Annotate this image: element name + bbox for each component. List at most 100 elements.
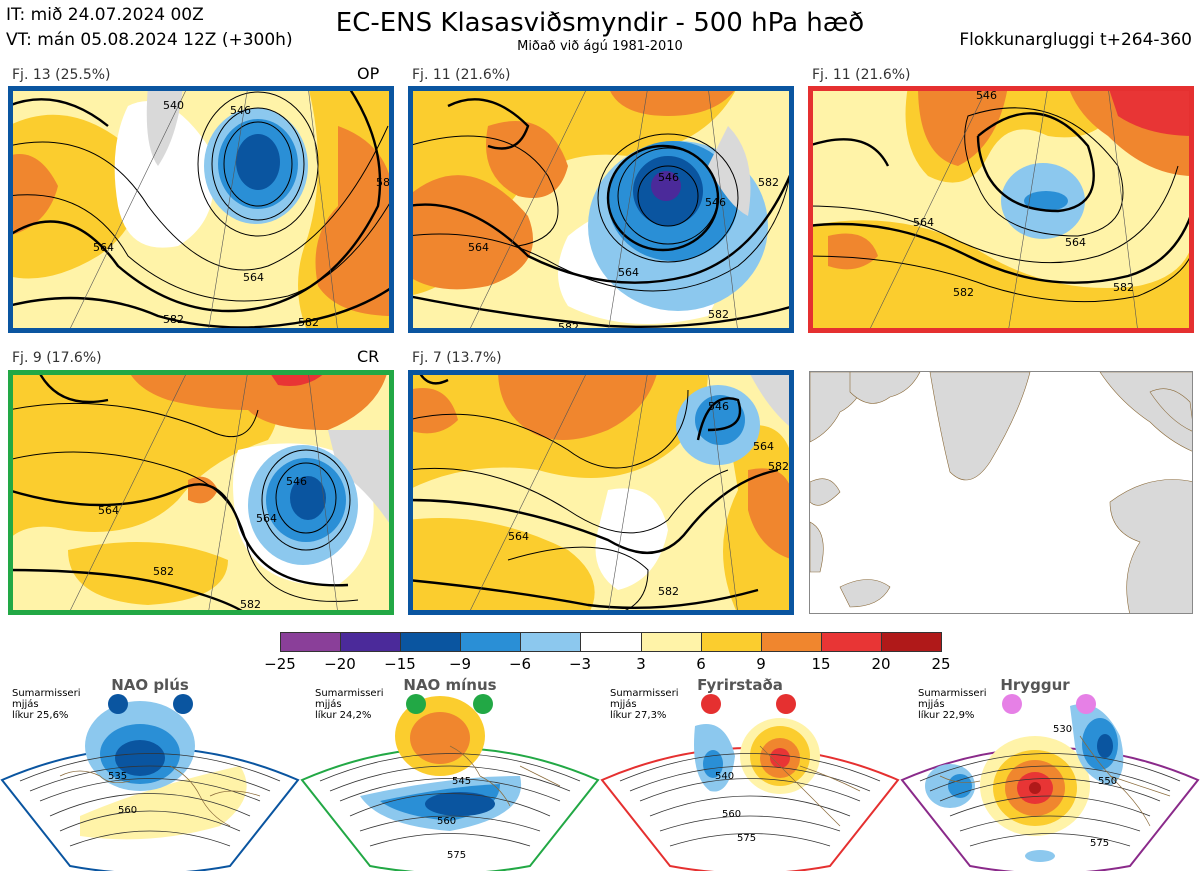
colorbar-swatch xyxy=(341,633,402,651)
colorbar-tick-label: 25 xyxy=(931,655,951,673)
contour-label: 564 xyxy=(508,530,529,543)
colorbar-tick-label: −6 xyxy=(508,655,532,673)
page-title: EC-ENS Klasasviðsmyndir - 500 hPa hæð xyxy=(335,8,865,38)
regime-marker-dot xyxy=(1076,694,1096,714)
colorbar-tick-label: 6 xyxy=(696,655,706,673)
regime-note-line: mjjás xyxy=(610,699,637,710)
colorbar-swatch xyxy=(581,633,642,651)
colorbar-tick-label: −20 xyxy=(324,655,356,673)
colorbar-swatch xyxy=(641,633,702,651)
contour-label: 582 xyxy=(658,585,679,598)
contour-label: 560 xyxy=(722,809,741,820)
regime-blocking: 540 560 575 Fyrirstaða Sumarmisseri mjjá… xyxy=(600,676,900,871)
regime-note-line: Sumarmisseri xyxy=(12,688,81,699)
regime-title: NAO plús xyxy=(111,676,189,694)
contour-label: 546 xyxy=(708,400,729,413)
panel-1-tag: OP xyxy=(357,64,380,83)
contour-label: 575 xyxy=(1090,838,1109,849)
colorbar-swatch xyxy=(701,633,762,651)
contour-label: 582 xyxy=(153,565,174,578)
contour-label: 546 xyxy=(286,475,307,488)
contour-label: 582 xyxy=(558,321,579,333)
contour-label: 546 xyxy=(230,104,251,117)
contour-label: 564 xyxy=(753,440,774,453)
regime-blocking-map: 540 560 575 xyxy=(600,718,900,871)
colorbar-tick-label: 15 xyxy=(811,655,831,673)
contour-label: 582 xyxy=(1113,281,1134,294)
reference-land-map xyxy=(809,371,1193,614)
regime-marker-dot xyxy=(701,694,721,714)
contour-label: 530 xyxy=(1053,724,1072,735)
contour-label: 575 xyxy=(737,833,756,844)
reference-land-graphic xyxy=(810,372,1192,613)
regime-note-line: Sumarmisseri xyxy=(315,688,384,699)
colorbar-tick-label: −15 xyxy=(384,655,416,673)
regime-note-line: mjjás xyxy=(315,699,342,710)
contour-label: 564 xyxy=(468,241,489,254)
contour-label: 582 xyxy=(240,598,261,611)
regime-note-line: Sumarmisseri xyxy=(610,688,679,699)
regime-title: Hryggur xyxy=(1000,676,1070,694)
regime-marker-dot xyxy=(406,694,426,714)
panel-4-tag: CR xyxy=(357,347,380,366)
cluster-map-5: 546 564 564 582 582 xyxy=(408,370,794,615)
init-time: IT: mið 24.07.2024 00Z xyxy=(6,5,204,25)
cluster-map-2: 546 546 564 564 582 582 582 xyxy=(408,86,794,333)
contour-label: 545 xyxy=(452,776,471,787)
regime-marker-dot xyxy=(173,694,193,714)
contour-label: 540 xyxy=(715,771,734,782)
regime-marker-dot xyxy=(776,694,796,714)
contour-label: 560 xyxy=(437,816,456,827)
contour-label: 582 xyxy=(953,286,974,299)
contour-label: 564 xyxy=(618,266,639,279)
contour-label: 582 xyxy=(163,313,184,326)
regime-nao-plus: 535 560 NAO plús Sumarmisseri mjjás líku… xyxy=(0,676,300,871)
valid-time: VT: mán 05.08.2024 12Z (+300h) xyxy=(6,30,293,50)
contour-label: 564 xyxy=(93,241,114,254)
regime-note-line: líkur 22,9% xyxy=(918,710,975,721)
colorbar-tick-label: −25 xyxy=(264,655,296,673)
regime-nao-minus: 545 560 575 NAO mínus Sumarmisseri mjjás… xyxy=(300,676,600,871)
colorbar-swatch xyxy=(401,633,462,651)
colorbar-swatch xyxy=(281,633,342,651)
colorbar-tick-label: −9 xyxy=(448,655,472,673)
colorbar-swatch xyxy=(761,633,822,651)
regime-note-line: mjjás xyxy=(918,699,945,710)
contour-label: 582 xyxy=(376,176,394,189)
contour-label: 546 xyxy=(976,89,997,102)
panel-3-label: Fj. 11 (21.6%) xyxy=(812,67,911,83)
colorbar-tick-label: −3 xyxy=(568,655,592,673)
regime-title: NAO mínus xyxy=(403,676,497,694)
contour-label: 546 xyxy=(705,196,726,209)
classification-window: Flokkunargluggi t+264-360 xyxy=(959,30,1192,50)
regime-note: Sumarmisseri mjjás líkur 27,3% xyxy=(610,688,678,721)
cluster-map-3: 546 564 564 582 582 xyxy=(808,86,1194,333)
cluster-map-4-graphic: 546 564 564 582 582 xyxy=(8,370,394,615)
contour-label: 564 xyxy=(256,512,277,525)
contour-label: 582 xyxy=(298,316,319,329)
anomaly-colorbar xyxy=(280,632,942,652)
regime-nao-plus-map: 535 560 xyxy=(0,701,300,871)
regime-nao-minus-map: 545 560 575 xyxy=(300,696,600,871)
regime-ridge-map: 530 550 575 xyxy=(900,704,1200,871)
regime-note-line: líkur 27,3% xyxy=(610,710,667,721)
cluster-map-1: 540 546 564 564 582 582 582 xyxy=(8,86,394,333)
contour-label: 564 xyxy=(98,504,119,517)
contour-label: 540 xyxy=(163,99,184,112)
contour-label: 546 xyxy=(658,171,679,184)
panel-5-label: Fj. 7 (13.7%) xyxy=(412,350,502,366)
panel-1-label: Fj. 13 (25.5%) xyxy=(12,67,111,83)
regime-marker-dot xyxy=(1002,694,1022,714)
contour-label: 582 xyxy=(758,176,779,189)
colorbar-swatch xyxy=(521,633,582,651)
cluster-map-4: 546 564 564 582 582 xyxy=(8,370,394,615)
cluster-map-1-graphic: 540 546 564 564 582 582 582 xyxy=(8,86,394,333)
regime-title: Fyrirstaða xyxy=(697,676,783,694)
regime-note-line: líkur 24,2% xyxy=(315,710,372,721)
contour-label: 575 xyxy=(447,850,466,861)
panel-2-label: Fj. 11 (21.6%) xyxy=(412,67,511,83)
colorbar-swatch xyxy=(881,633,942,651)
regime-note-line: líkur 25,6% xyxy=(12,710,69,721)
panel-4-label: Fj. 9 (17.6%) xyxy=(12,350,102,366)
contour-label: 560 xyxy=(118,805,137,816)
